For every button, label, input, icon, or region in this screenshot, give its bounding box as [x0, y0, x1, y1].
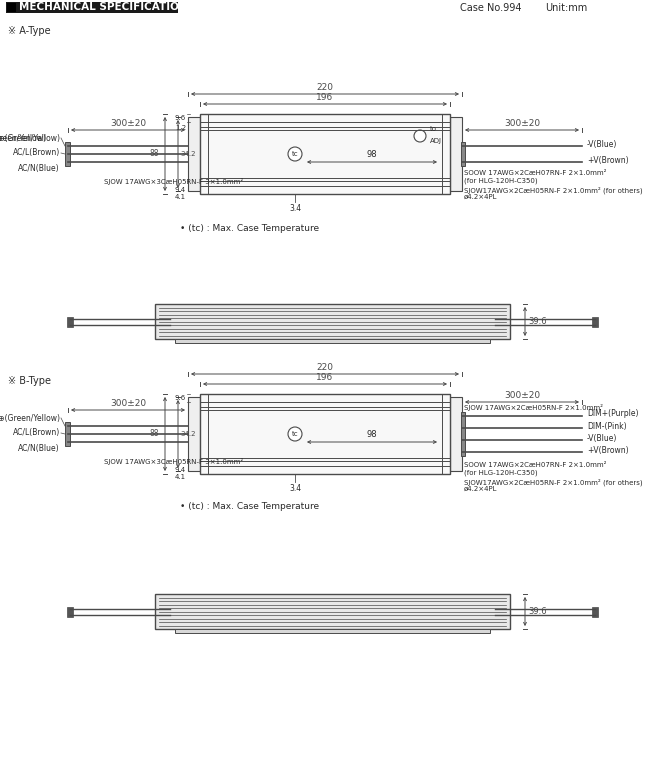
- Bar: [175, 339, 490, 343]
- Bar: [175, 629, 490, 633]
- Text: ※ B-Type: ※ B-Type: [8, 376, 51, 386]
- Text: ø4.2×4PL: ø4.2×4PL: [464, 194, 498, 200]
- Text: 220: 220: [316, 83, 334, 92]
- Text: 3.4: 3.4: [289, 484, 301, 493]
- Bar: [188, 397, 200, 471]
- Bar: [7, 3, 16, 12]
- Bar: [65, 422, 70, 446]
- Text: 9.6: 9.6: [175, 395, 186, 401]
- Text: tc: tc: [291, 151, 298, 157]
- Text: SOOW 17AWG×2CæH07RN-F 2×1.0mm²: SOOW 17AWG×2CæH07RN-F 2×1.0mm²: [464, 170, 606, 176]
- Text: 9.6: 9.6: [175, 115, 186, 121]
- Text: 9.4: 9.4: [175, 187, 186, 193]
- Text: 34.2: 34.2: [180, 431, 196, 437]
- Text: SJOW17AWG×2CæH05RN-F 2×1.0mm² (for others): SJOW17AWG×2CæH05RN-F 2×1.0mm² (for other…: [464, 478, 643, 485]
- Text: +V(Brown): +V(Brown): [587, 155, 628, 165]
- Text: FG⊕(Green/Yellow): FG⊕(Green/Yellow): [0, 134, 60, 142]
- Text: SOOW 17AWG×2CæH07RN-F 2×1.0mm²: SOOW 17AWG×2CæH07RN-F 2×1.0mm²: [464, 462, 606, 468]
- Text: 220: 220: [316, 363, 334, 372]
- Circle shape: [414, 130, 426, 142]
- Bar: [6, 2, 178, 13]
- Text: DIM-(Pink): DIM-(Pink): [587, 421, 626, 431]
- Text: (for HLG-120H-C350): (for HLG-120H-C350): [464, 470, 537, 477]
- Text: Unit:mm: Unit:mm: [545, 3, 587, 13]
- Text: AC/N(Blue): AC/N(Blue): [18, 444, 60, 452]
- Text: to: to: [430, 126, 437, 132]
- Text: AC/L(Brown): AC/L(Brown): [13, 428, 60, 438]
- Text: ※ A-Type: ※ A-Type: [8, 26, 51, 36]
- Text: AC/N(Blue): AC/N(Blue): [18, 164, 60, 172]
- Text: 9.4: 9.4: [175, 467, 186, 473]
- Bar: [592, 607, 598, 617]
- Circle shape: [288, 427, 302, 441]
- Bar: [65, 142, 70, 166]
- Text: 98: 98: [366, 150, 377, 159]
- Text: SJOW 17AWG×3CæH05RN-F 3×1.0mm²: SJOW 17AWG×3CæH05RN-F 3×1.0mm²: [104, 178, 243, 185]
- Bar: [188, 117, 200, 191]
- Text: Case No.994: Case No.994: [460, 3, 521, 13]
- Text: 39.6: 39.6: [528, 607, 547, 616]
- Circle shape: [288, 147, 302, 161]
- Text: • (tc) : Max. Case Temperature: • (tc) : Max. Case Temperature: [180, 502, 319, 511]
- Bar: [592, 317, 598, 327]
- Text: 196: 196: [316, 373, 334, 382]
- Bar: [200, 394, 450, 474]
- Text: SJOW 17AWG×3CæH05RN-F 3×1.0mm²: SJOW 17AWG×3CæH05RN-F 3×1.0mm²: [104, 458, 243, 465]
- Text: FG⊕(Green/Yellow): FG⊕(Green/Yellow): [0, 134, 46, 142]
- Bar: [67, 317, 73, 327]
- Bar: [200, 114, 450, 194]
- Text: DIM+(Purple): DIM+(Purple): [587, 410, 639, 418]
- Bar: [450, 117, 462, 191]
- Bar: [461, 142, 465, 166]
- Text: -V(Blue): -V(Blue): [587, 434, 617, 442]
- Text: 3.4: 3.4: [289, 204, 301, 213]
- Text: tc: tc: [291, 431, 298, 437]
- Text: 300±20: 300±20: [110, 119, 146, 128]
- Text: ø4.2×4PL: ø4.2×4PL: [464, 486, 498, 492]
- Text: ADJ: ADJ: [430, 138, 442, 144]
- Text: -V(Blue): -V(Blue): [587, 139, 617, 148]
- Text: 39.6: 39.6: [528, 317, 547, 326]
- Bar: [155, 304, 510, 339]
- Text: 34.2: 34.2: [180, 151, 196, 157]
- Text: 300±20: 300±20: [504, 119, 540, 128]
- Text: 4.1: 4.1: [175, 474, 186, 480]
- Text: 4.1: 4.1: [175, 194, 186, 200]
- Text: 88: 88: [149, 430, 159, 438]
- Text: 98: 98: [366, 430, 377, 439]
- Text: 1.2: 1.2: [175, 125, 186, 131]
- Text: 300±20: 300±20: [110, 399, 146, 408]
- Text: AC/L(Brown): AC/L(Brown): [13, 148, 60, 158]
- Text: 196: 196: [316, 93, 334, 102]
- Bar: [67, 607, 73, 617]
- Text: 88: 88: [149, 149, 159, 158]
- Text: MECHANICAL SPECIFICATION: MECHANICAL SPECIFICATION: [19, 2, 188, 12]
- Text: (for HLG-120H-C350): (for HLG-120H-C350): [464, 178, 537, 185]
- Text: SJOW 17AWG×2CæH05RN-F 2×1.0mm²: SJOW 17AWG×2CæH05RN-F 2×1.0mm²: [464, 404, 603, 411]
- Text: FG⊕(Green/Yellow): FG⊕(Green/Yellow): [0, 414, 60, 422]
- Text: SJOW17AWG×2CæH05RN-F 2×1.0mm² (for others): SJOW17AWG×2CæH05RN-F 2×1.0mm² (for other…: [464, 186, 643, 194]
- Text: • (tc) : Max. Case Temperature: • (tc) : Max. Case Temperature: [180, 224, 319, 233]
- Text: +V(Brown): +V(Brown): [587, 445, 628, 454]
- Text: 300±20: 300±20: [504, 391, 540, 400]
- Bar: [461, 412, 465, 456]
- Bar: [155, 594, 510, 629]
- Bar: [450, 397, 462, 471]
